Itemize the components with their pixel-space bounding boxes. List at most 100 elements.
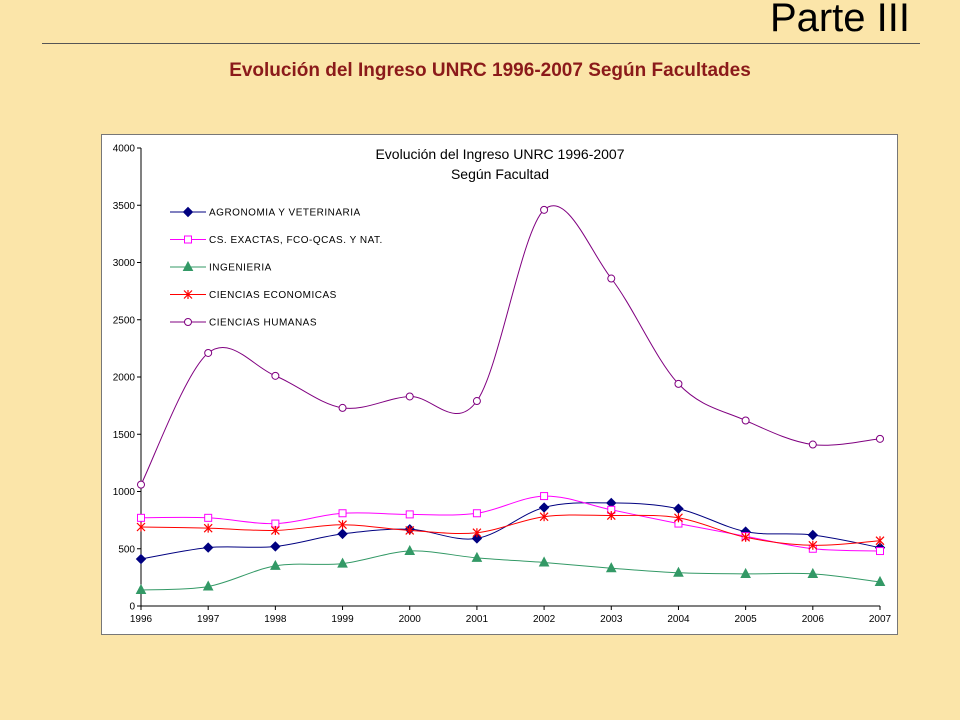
series-layer	[135, 205, 886, 594]
heading-divider	[42, 43, 920, 44]
data-point	[674, 379, 683, 388]
x-tick-label: 2003	[600, 614, 623, 625]
data-point	[137, 480, 145, 489]
chart-axes: 0 500 1000 1500 2000 2500 3000 3500 4000 1996 1997…	[113, 144, 892, 626]
series-5	[137, 205, 884, 489]
data-point	[538, 502, 550, 513]
chart-frame: 0 500 1000 1500 2000 2500 3000 3500 4000 1996 1997…	[101, 134, 898, 635]
x-tick-label: 2000	[399, 614, 422, 625]
data-point	[471, 551, 483, 562]
series-line	[140, 502, 881, 560]
data-point	[472, 509, 481, 518]
legend-label: INGENIERIA	[209, 263, 272, 274]
data-point	[135, 553, 147, 565]
data-point	[405, 392, 414, 401]
chart-subtitle: Según Facultad	[451, 166, 549, 182]
legend-label: CIENCIAS HUMANAS	[209, 318, 317, 329]
data-point	[136, 522, 146, 532]
data-point	[137, 513, 145, 522]
data-point	[405, 525, 415, 535]
legend-marker	[182, 260, 194, 271]
data-point	[538, 556, 550, 567]
data-point	[673, 566, 684, 577]
data-point	[204, 348, 213, 357]
series-line	[140, 550, 881, 591]
legend-marker	[182, 206, 194, 218]
x-tick-label: 1998	[264, 614, 287, 625]
data-point	[605, 562, 617, 573]
data-point	[807, 529, 819, 541]
data-point	[338, 509, 347, 518]
series-line	[140, 514, 881, 546]
data-point	[540, 492, 549, 501]
data-point	[876, 434, 884, 443]
data-point	[606, 511, 616, 521]
series-3	[135, 544, 886, 594]
data-point	[874, 575, 886, 586]
y-tick-label: 1000	[113, 487, 136, 498]
series-line	[140, 495, 881, 552]
y-tick-label: 4000	[113, 144, 136, 155]
y-tick-label: 2500	[113, 315, 136, 326]
y-tick-label: 500	[118, 544, 135, 555]
slide-heading: Parte III	[769, 0, 910, 40]
y-tick-label: 2000	[113, 373, 136, 384]
data-point	[270, 541, 281, 552]
y-tick-label: 1500	[113, 430, 136, 441]
x-tick-label: 2007	[869, 614, 892, 625]
slide-subtitle: Evolución del Ingreso UNRC 1996-2007 Seg…	[229, 60, 751, 81]
data-point	[404, 544, 416, 556]
data-point	[270, 559, 281, 570]
data-point	[337, 557, 348, 568]
legend-marker	[183, 290, 193, 299]
data-point	[204, 513, 213, 522]
line-chart: 0 500 1000 1500 2000 2500 3000 3500 4000 1996 1997…	[113, 144, 892, 626]
data-point	[337, 528, 348, 540]
data-point	[740, 567, 751, 578]
x-tick-label: 2006	[802, 614, 825, 625]
data-point	[875, 536, 885, 546]
legend-marker	[184, 235, 192, 244]
data-point	[876, 547, 884, 556]
data-point	[607, 274, 616, 283]
legend-label: CS. EXACTAS, FCO-QCAS. Y NAT.	[209, 235, 383, 246]
data-point	[270, 525, 280, 535]
data-point	[472, 397, 481, 406]
legend-marker	[184, 318, 192, 326]
data-point	[540, 205, 549, 214]
data-point	[135, 583, 147, 594]
x-tick-label: 2001	[466, 614, 489, 625]
x-tick-label: 1999	[331, 614, 354, 625]
data-point	[203, 523, 213, 533]
x-tick-label: 2005	[735, 614, 758, 625]
y-tick-label: 3000	[113, 258, 136, 269]
x-tick-label: 2002	[533, 614, 556, 625]
data-point	[673, 503, 684, 514]
data-point	[807, 567, 819, 578]
data-point	[271, 371, 280, 380]
chart-title: Evolución del Ingreso UNRC 1996-2007	[375, 146, 624, 162]
series-line	[140, 205, 881, 485]
data-point	[741, 532, 751, 542]
x-tick-label: 2004	[667, 614, 690, 625]
y-tick-label: 0	[129, 602, 135, 613]
data-point	[808, 440, 817, 449]
series-1	[135, 497, 886, 565]
y-tick-label: 3500	[113, 201, 136, 212]
chart-legend: AGRONOMIA Y VETERINARIA CS. EXACTAS, FCO-…	[170, 206, 383, 329]
data-point	[472, 528, 482, 538]
data-point	[808, 540, 818, 550]
data-point	[338, 520, 347, 530]
series-4	[136, 511, 885, 550]
data-point	[674, 513, 683, 523]
legend-label: AGRONOMIA Y VETERINARIA	[209, 208, 361, 219]
data-point	[202, 580, 214, 591]
x-tick-label: 1996	[130, 614, 153, 625]
data-point	[405, 510, 414, 519]
legend-label: CIENCIAS ECONOMICAS	[209, 290, 337, 301]
data-point	[539, 512, 549, 522]
data-point	[471, 533, 483, 544]
x-tick-label: 1997	[197, 614, 220, 625]
data-point	[202, 542, 214, 553]
data-point	[741, 416, 750, 425]
